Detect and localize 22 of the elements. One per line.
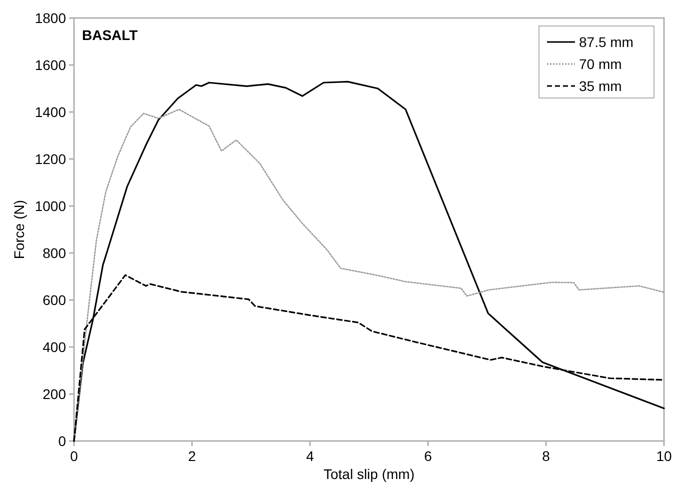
y-tick-label: 1600 xyxy=(34,56,66,73)
y-tick-label: 200 xyxy=(42,386,66,402)
y-tick-label: 1400 xyxy=(34,104,66,120)
annotation: BASALT xyxy=(82,27,138,43)
y-axis-title: Force (N) xyxy=(11,200,27,260)
y-tick-label: 400 xyxy=(42,338,66,355)
x-tick-label: 10 xyxy=(656,448,672,464)
y-tick-label: 1000 xyxy=(34,198,66,214)
legend-label: 70 mm xyxy=(579,56,622,72)
x-tick-label: 8 xyxy=(542,448,550,464)
x-tick-label: 2 xyxy=(188,448,196,464)
x-tick-label: 4 xyxy=(306,448,314,464)
x-tick-label: 0 xyxy=(70,448,78,464)
legend-label: 87.5 mm xyxy=(579,34,634,50)
y-tick-label: 1200 xyxy=(34,150,66,167)
y-tick-label: 1800 xyxy=(34,10,66,26)
y-tick-label: 800 xyxy=(42,244,66,261)
y-tick-label: 600 xyxy=(42,292,66,308)
legend-label: 35 mm xyxy=(579,78,622,94)
y-tick-label: 0 xyxy=(58,432,66,449)
x-tick-label: 6 xyxy=(424,448,432,464)
x-axis-title: Total slip (mm) xyxy=(323,466,415,482)
